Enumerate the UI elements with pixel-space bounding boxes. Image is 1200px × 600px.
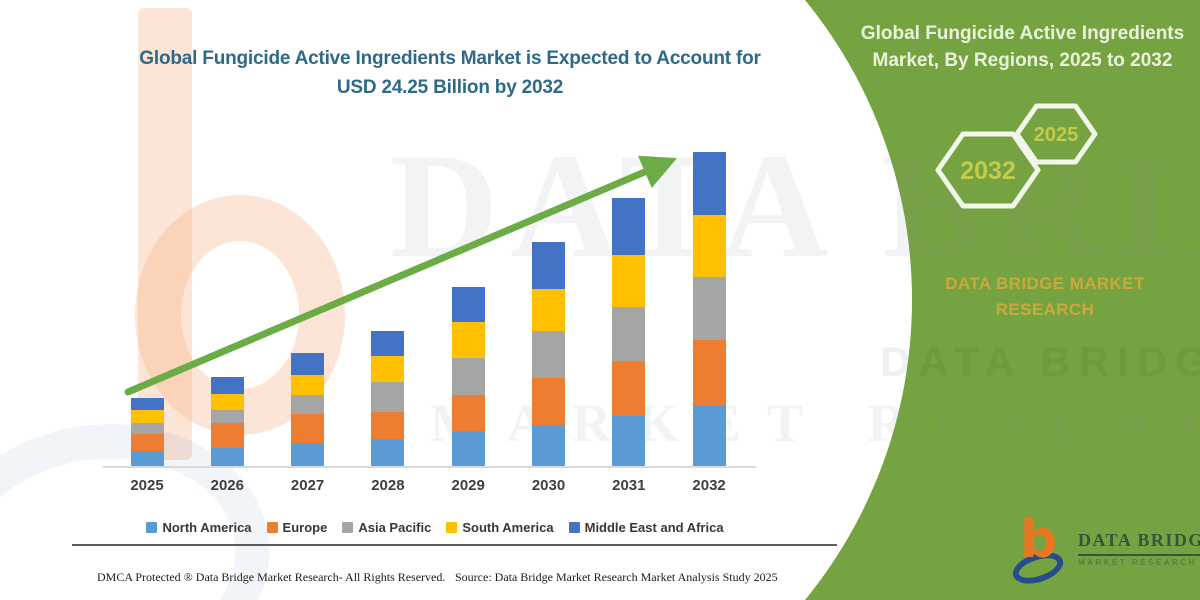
logo-b-icon: b bbox=[1020, 510, 1058, 570]
x-axis-line bbox=[103, 466, 756, 468]
side-panel-title-line2: Market, By Regions, 2025 to 2032 bbox=[872, 50, 1173, 71]
legend-label: Asia Pacific bbox=[358, 520, 432, 535]
hexagon-2032-label: 2032 bbox=[960, 157, 1016, 185]
legend-item-middle-east-and-africa: Middle East and Africa bbox=[568, 520, 724, 535]
data-bridge-logo: b DATA BRIDGE MARKET RESEARCH bbox=[1008, 514, 1200, 590]
hexagon-2025-icon bbox=[1014, 103, 1098, 165]
legend-item-south-america: South America bbox=[446, 520, 554, 535]
chart-legend: North America Europe Asia Pacific South Ame… bbox=[90, 520, 780, 535]
logo-underline bbox=[1078, 554, 1200, 556]
footer-separator-line bbox=[72, 544, 837, 546]
source-note: Source: Data Bridge Market Research Mark… bbox=[455, 570, 778, 584]
legend-label: Middle East and Africa bbox=[584, 520, 724, 535]
brand-wordmark-line2: RESEARCH bbox=[995, 300, 1095, 319]
legend-label: Europe bbox=[282, 520, 328, 535]
legend-label: South America bbox=[462, 520, 554, 535]
brand-wordmark-line1: DATA BRIDGE MARKET bbox=[945, 274, 1145, 293]
logo-name: DATA BRIDGE bbox=[1078, 530, 1200, 550]
legend-marker-icon bbox=[342, 522, 354, 533]
chart-title-line2: USD 24.25 Billion by 2032 bbox=[336, 77, 564, 98]
side-panel-title: Global Fungicide Active Ingredients Mark… bbox=[850, 20, 1195, 74]
dmca-notice: DMCA Protected ® Data Bridge Market Rese… bbox=[97, 570, 446, 584]
year-hexagons: 2032 2025 bbox=[935, 103, 1098, 209]
side-panel-title-line1: Global Fungicide Active Ingredients bbox=[860, 23, 1185, 44]
legend-item-asia-pacific: Asia Pacific bbox=[342, 520, 431, 535]
legend-marker-icon bbox=[446, 522, 458, 533]
legend-label: North America bbox=[162, 520, 252, 535]
legend-item-europe: Europe bbox=[266, 520, 328, 535]
chart-title: Global Fungicide Active Ingredients Mark… bbox=[110, 44, 790, 102]
hexagon-2032-icon bbox=[935, 131, 1041, 209]
hexagon-2025-label: 2025 bbox=[1034, 124, 1079, 146]
chart-title-line1: Global Fungicide Active Ingredients Mark… bbox=[139, 48, 761, 69]
legend-marker-icon bbox=[266, 522, 278, 533]
legend-marker-icon bbox=[568, 522, 580, 533]
legend-item-north-america: North America bbox=[146, 520, 252, 535]
legend-marker-icon bbox=[146, 522, 158, 533]
brand-wordmark: DATA BRIDGE MARKET RESEARCH bbox=[900, 271, 1190, 323]
logo-tagline: MARKET RESEARCH bbox=[1078, 558, 1197, 567]
